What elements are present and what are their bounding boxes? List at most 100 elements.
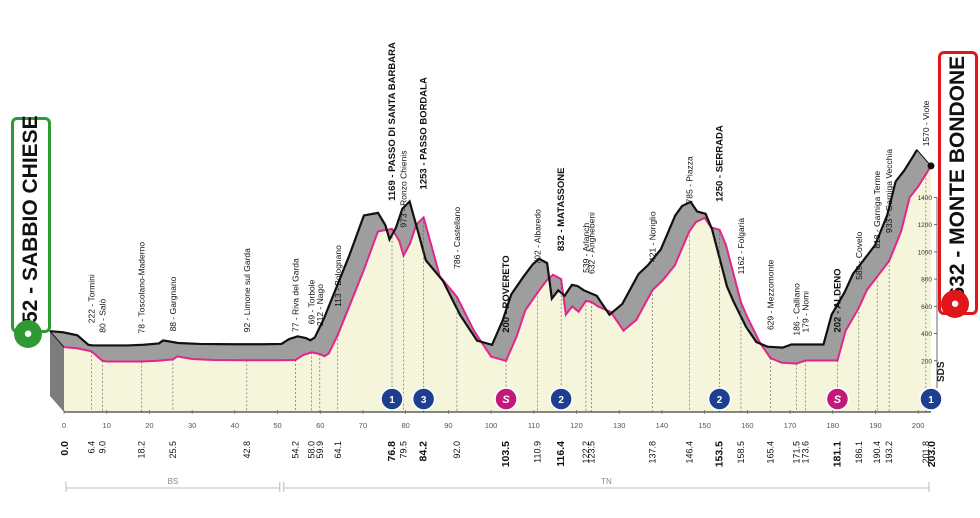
waypoint-km-label: 110.9 — [533, 441, 543, 463]
x-tick-label: 110 — [528, 421, 540, 430]
sponsor-logo-text: SDS — [936, 361, 947, 382]
finish-km-label: 203.0 — [926, 441, 938, 467]
waypoint-km-label: 123.5 — [586, 441, 596, 464]
waypoint-label: 832 - MATASSONE — [556, 168, 567, 252]
elevation-tick-label: 200 — [921, 358, 932, 365]
waypoint-km-label: 92.0 — [452, 441, 462, 459]
waypoint-km-label: 42.8 — [242, 441, 252, 459]
waypoint-km-label: 76.8 — [386, 441, 398, 462]
finish-marker — [927, 162, 935, 170]
climb-category-label: 1 — [389, 395, 395, 406]
x-tick-label: 180 — [827, 421, 840, 430]
finish-bike-icon: ● — [941, 290, 969, 318]
x-tick-label: 140 — [656, 421, 669, 430]
climb-category-badge — [380, 387, 404, 411]
x-tick-label: 160 — [741, 421, 754, 430]
x-tick-label: 130 — [613, 421, 626, 430]
climb-category-label: 2 — [717, 395, 723, 406]
waypoint-label: 539 - Arlanch — [581, 223, 591, 273]
finish-town-box: 1632 - MONTE BONDONE — [938, 51, 978, 315]
x-tick-label: 70 — [359, 421, 367, 430]
elevation-tick-label: 1400 — [918, 195, 933, 202]
waypoint-km-label: 25.5 — [168, 441, 178, 459]
waypoint-label: 632 - Anghebeni — [586, 212, 596, 274]
waypoint-km-label: 103.5 — [500, 441, 512, 467]
waypoint-label: 818 - Garniga Terme — [872, 171, 882, 249]
waypoint-label: 80 - Salò — [97, 298, 107, 332]
profile-ridge-line — [49, 149, 918, 349]
waypoint-label: 200 - ROVERETO — [501, 255, 512, 332]
waypoint-label: 1250 - SERRADA — [715, 125, 726, 202]
x-tick-label: 30 — [188, 421, 196, 430]
climb-category-label: 2 — [558, 395, 564, 406]
finish-town-label: 1632 - MONTE BONDONE — [946, 55, 969, 311]
waypoint-km-label: 165.4 — [765, 441, 775, 464]
intermediate-sprint-badge — [825, 387, 850, 411]
waypoint-label: 179 - Nomi — [800, 291, 810, 333]
waypoint-label: 973 - Ronzo Chienis — [399, 151, 409, 228]
waypoint-label: 1570 - Viote — [921, 100, 931, 146]
waypoint-label: 212 - Nago — [315, 284, 325, 326]
waypoint-label: 1169 - PASSO DI SANTA BARBARA — [387, 42, 398, 201]
waypoint-label: 77 - Riva del Garda — [290, 258, 300, 332]
elevation-tick-label: 800 — [921, 277, 932, 284]
intermediate-sprint-label: S — [502, 394, 510, 406]
waypoint-label: 186 - Calliano — [791, 283, 801, 336]
waypoint-label: 786 - Castellano — [452, 207, 462, 269]
climb-category-badge — [707, 387, 732, 411]
waypoint-label: 1162 - Folgaria — [736, 218, 746, 275]
waypoint-km-label: 158.5 — [736, 441, 746, 464]
waypoint-label: 202 - ALDENO — [832, 268, 843, 332]
intermediate-sprint-badge — [494, 387, 518, 411]
start-bike-icon: ● — [14, 320, 42, 348]
climb-category-label: 1 — [928, 395, 934, 406]
waypoint-km-label: 173.6 — [800, 441, 810, 464]
waypoint-label: 222 - Tormini — [86, 274, 96, 323]
waypoint-km-label: 181.1 — [831, 441, 843, 467]
elevation-tick-label: 1000 — [918, 249, 933, 256]
waypoint-km-label: 58.0 — [307, 441, 317, 459]
climb-category-badge — [411, 387, 436, 411]
waypoint-km-label: 201.8 — [921, 441, 931, 464]
waypoint-km-label: 18.2 — [137, 441, 147, 459]
x-tick-label: 200 — [912, 421, 925, 430]
waypoint-km-label: 84.2 — [418, 441, 430, 462]
waypoint-label: 113 - Bolognano — [333, 245, 343, 307]
start-km-label: 0.0 — [59, 441, 71, 456]
x-tick-label: 80 — [402, 421, 410, 430]
waypoint-km-label: 190.4 — [872, 441, 882, 464]
waypoint-km-label: 59.9 — [315, 441, 325, 459]
waypoint-km-label: 6.4 — [86, 441, 96, 454]
waypoint-km-label: 9.0 — [97, 441, 107, 454]
x-tick-label: 120 — [570, 421, 583, 430]
waypoint-km-label: 116.4 — [555, 441, 567, 467]
profile-area — [64, 165, 931, 412]
waypoint-km-label: 146.4 — [684, 441, 694, 464]
elevation-tick-label: 600 — [921, 304, 932, 311]
waypoint-label: 785 - Piazza — [684, 156, 694, 204]
waypoint-label: 629 - Mezzomonte — [765, 259, 775, 330]
profile-side-face — [50, 331, 64, 412]
elevation-tick-label: 400 — [921, 331, 932, 338]
waypoint-km-label: 79.5 — [399, 441, 409, 459]
region-label: BS — [168, 477, 179, 486]
waypoint-label: 421 - Noriglio — [648, 211, 658, 262]
waypoint-km-label: 171.5 — [791, 441, 801, 464]
waypoint-km-label: 193.2 — [884, 441, 894, 464]
x-tick-label: 0 — [62, 421, 66, 430]
region-label: TN — [601, 477, 612, 486]
waypoint-label: 69 - Torbole — [307, 279, 317, 324]
elevation-tick-label: 1200 — [918, 222, 933, 229]
climb-category-badge — [549, 387, 573, 411]
x-tick-label: 50 — [273, 421, 281, 430]
x-tick-label: 150 — [698, 421, 711, 430]
waypoint-km-label: 54.2 — [290, 441, 300, 459]
start-town-box: 252 - SABBIO CHIESE — [11, 115, 51, 335]
x-tick-label: 20 — [145, 421, 153, 430]
climb-category-label: 3 — [421, 395, 427, 406]
waypoint-label: 1253 - PASSO BORDALA — [419, 77, 430, 189]
x-tick-label: 170 — [784, 421, 797, 430]
waypoint-km-label: 122.2 — [581, 441, 591, 464]
